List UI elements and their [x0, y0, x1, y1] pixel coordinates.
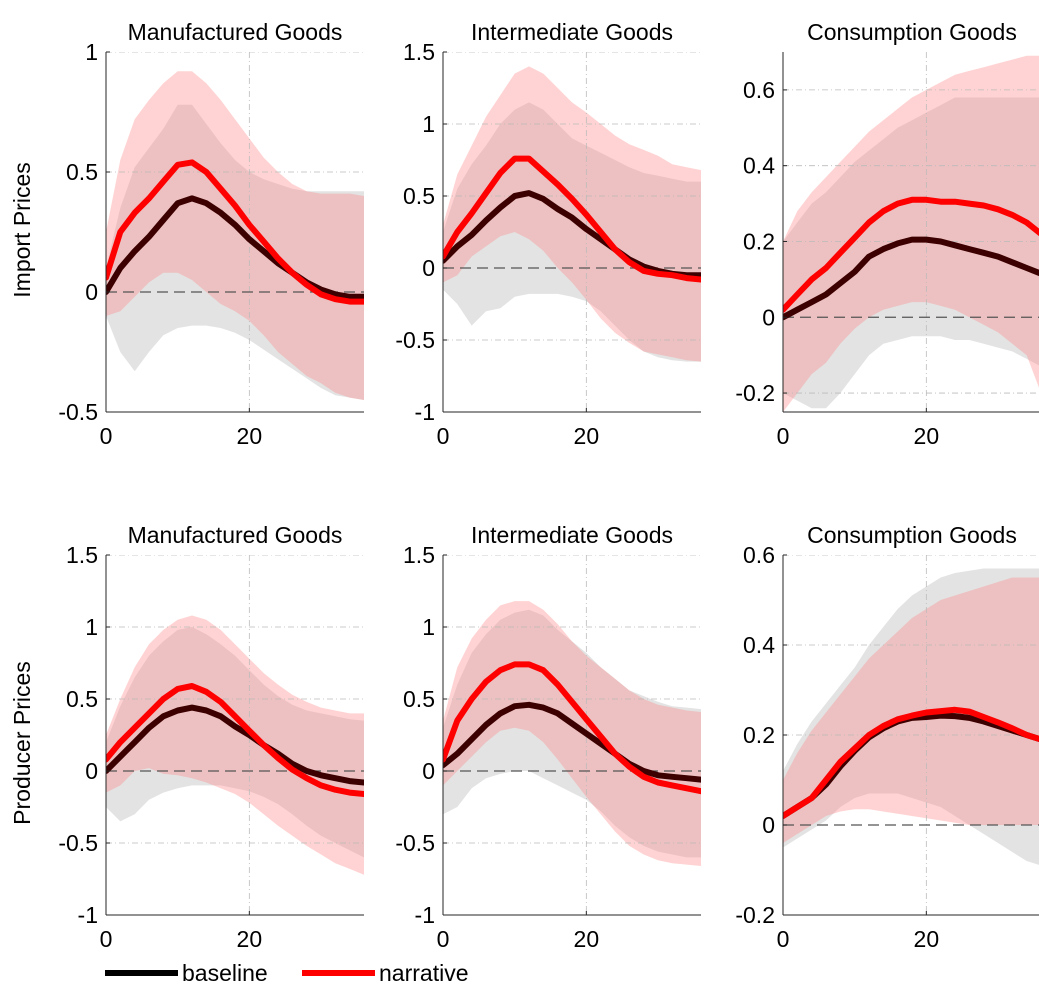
legend-baseline-label: baseline	[182, 960, 268, 986]
y-tick-label: 0.4	[743, 153, 775, 179]
baseline-confidence-band	[783, 97, 1039, 409]
narrative-confidence-band	[783, 55, 1039, 412]
x-tick-label: 20	[574, 926, 600, 952]
baseline-line	[443, 701, 701, 783]
y-tick-label: 1.5	[66, 542, 98, 568]
y-tick-label: -0.5	[58, 830, 98, 856]
panel-1-1: -1 -0.5 0 0.5 1 1.5 0 20 Intermediate Goods	[395, 522, 701, 952]
x-tick-label: 0	[437, 423, 450, 449]
legend-narrative-label: narrative	[379, 960, 468, 986]
y-tick-label: 1.5	[403, 542, 435, 568]
x-tick-label: 0	[100, 926, 113, 952]
narrative-line	[783, 706, 1039, 819]
y-tick-label: -1	[415, 399, 435, 425]
y-tick-label: 0.6	[743, 77, 775, 103]
panel-0-1: -1 -0.5 0 0.5 1 1.5 0 20 Intermediate Goods	[395, 19, 701, 449]
row-label-producer-prices: Producer Prices	[9, 661, 35, 825]
y-tick-label: -0.5	[58, 399, 98, 425]
narrative-line	[106, 683, 364, 797]
y-tick-label: -1	[415, 902, 435, 928]
y-tick-label: 0.4	[743, 632, 775, 658]
y-tick-label: 0	[85, 279, 98, 305]
panel-title: Consumption Goods	[807, 522, 1017, 548]
panel-title: Manufactured Goods	[128, 522, 343, 548]
panel-title: Manufactured Goods	[128, 19, 343, 45]
legend: baseline narrative	[105, 960, 468, 986]
y-tick-label: 1	[422, 614, 435, 640]
plot-area	[783, 555, 1039, 915]
baseline-line	[106, 704, 364, 786]
y-tick-label: -0.2	[735, 380, 775, 406]
plot-area	[783, 52, 1039, 412]
narrative-confidence-band	[106, 615, 364, 875]
x-tick-label: 20	[237, 926, 263, 952]
y-tick-label: 0	[85, 758, 98, 784]
x-tick-label: 20	[914, 423, 940, 449]
plot-area	[443, 52, 701, 412]
panel-title: Consumption Goods	[807, 19, 1017, 45]
narrative-confidence-band	[443, 66, 701, 362]
row-label-import-prices: Import Prices	[9, 162, 35, 297]
y-tick-label: 0	[422, 255, 435, 281]
y-tick-label: 0.2	[743, 722, 775, 748]
narrative-confidence-band	[783, 577, 1039, 843]
y-tick-label: 0	[762, 304, 775, 330]
panel-title: Intermediate Goods	[471, 19, 673, 45]
plot-area	[106, 555, 364, 915]
x-tick-label: 20	[574, 423, 600, 449]
narrative-confidence-band	[106, 71, 364, 400]
y-tick-label: 0.5	[403, 686, 435, 712]
y-tick-label: 1.5	[403, 39, 435, 65]
x-tick-label: 20	[914, 926, 940, 952]
panel-1-0: -1 -0.5 0 0.5 1 1.5 0 20 Manufactured Goods	[58, 522, 364, 952]
y-tick-label: -0.2	[735, 902, 775, 928]
x-tick-label: 0	[437, 926, 450, 952]
narrative-line	[106, 159, 364, 305]
baseline-line	[106, 195, 364, 300]
y-tick-label: 0.5	[403, 183, 435, 209]
x-tick-label: 0	[777, 423, 790, 449]
narrative-line	[783, 196, 1039, 313]
narrative-line	[443, 155, 701, 283]
y-tick-label: -0.5	[395, 327, 435, 353]
y-tick-label: 0.6	[743, 542, 775, 568]
y-tick-label: 1	[85, 39, 98, 65]
panel-title: Intermediate Goods	[471, 522, 673, 548]
y-tick-label: 1	[422, 111, 435, 137]
baseline-line	[783, 236, 1039, 321]
baseline-confidence-band	[106, 627, 364, 858]
y-tick-label: 1	[85, 614, 98, 640]
y-tick-label: 0.5	[66, 159, 98, 185]
x-tick-label: 0	[777, 926, 790, 952]
y-tick-label: -0.5	[395, 830, 435, 856]
x-tick-label: 0	[100, 423, 113, 449]
baseline-confidence-band	[443, 609, 701, 858]
baseline-confidence-band	[106, 104, 364, 401]
x-tick-label: 20	[237, 423, 263, 449]
y-tick-label: -1	[78, 902, 98, 928]
y-tick-label: 0	[762, 812, 775, 838]
plot-area	[106, 52, 364, 412]
plot-area	[443, 555, 701, 915]
y-tick-label: 0.5	[66, 686, 98, 712]
y-tick-label: 0.2	[743, 228, 775, 254]
narrative-line	[443, 661, 701, 795]
y-tick-label: 0	[422, 758, 435, 784]
